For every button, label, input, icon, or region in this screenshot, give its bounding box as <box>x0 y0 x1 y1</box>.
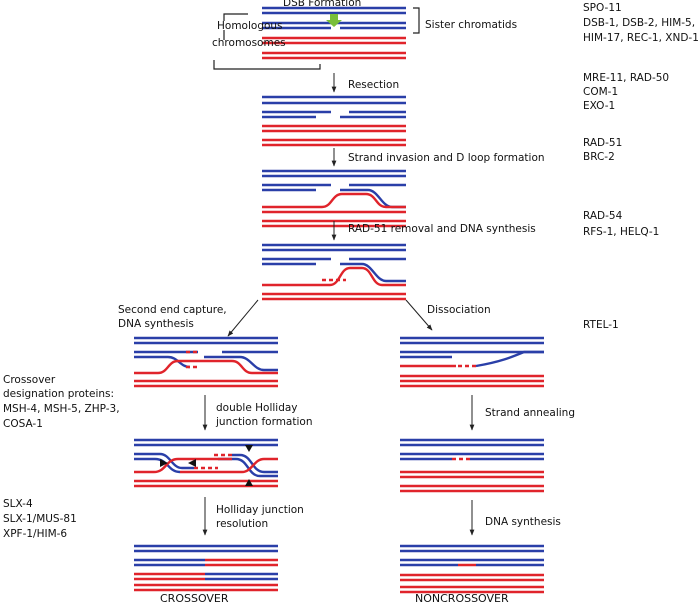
protein-brc2: BRC-2 <box>583 151 615 163</box>
protein-msh: MSH-4, MSH-5, ZHP-3, <box>3 403 120 415</box>
stage-strand-invasion <box>262 169 406 228</box>
arrow-branch-right <box>405 299 433 331</box>
protein-rad54: RAD-54 <box>583 210 623 222</box>
protein-xpf1: XPF-1/HIM-6 <box>3 528 67 540</box>
protein-cosa1: COSA-1 <box>3 418 43 430</box>
cleavage-arrow-left-1 <box>160 459 168 467</box>
protein-mre11: MRE-11, RAD-50 <box>583 72 669 84</box>
dhj-label-1: double Holliday <box>216 402 298 414</box>
homologous-bracket <box>213 13 321 70</box>
cleavage-arrowheads <box>160 445 253 486</box>
arrow-branch-left <box>227 299 259 337</box>
sister-bracket <box>413 7 420 34</box>
crossover-outcome-label: CROSSOVER <box>160 592 229 603</box>
cleavage-arrow-bottom <box>245 479 253 486</box>
cleavage-arrow-left-2 <box>188 459 196 467</box>
dissociation-label: Dissociation <box>427 304 491 316</box>
stage-crossover-product <box>134 544 278 592</box>
protein-rfs1: RFS-1, HELQ-1 <box>583 226 659 238</box>
dsb-formation-title: DSB Formation <box>283 0 361 9</box>
annealing-label: Strand annealing <box>485 407 575 419</box>
stage-strand-annealing <box>400 438 544 493</box>
protein-rtel1: RTEL-1 <box>583 319 619 331</box>
second-end-label-2: DNA synthesis <box>118 318 194 330</box>
resolution-label-1: Holliday junction <box>216 504 304 516</box>
protein-slx1: SLX-1/MUS-81 <box>3 513 77 525</box>
sister-chromatids-label: Sister chromatids <box>425 19 517 31</box>
stage-dissociation <box>400 336 544 388</box>
final-synthesis-label: DNA synthesis <box>485 516 561 528</box>
rad51-removal-label: RAD-51 removal and DNA synthesis <box>348 223 536 235</box>
protein-dsb-line-1: DSB-1, DSB-2, HIM-5, <box>583 17 695 29</box>
dsb-break-marker <box>326 14 342 27</box>
protein-com1: COM-1 <box>583 86 618 98</box>
resolution-label-2: resolution <box>216 518 268 530</box>
protein-rad51: RAD-51 <box>583 137 622 149</box>
crossover-designation-label-2: designation proteins: <box>3 388 114 400</box>
second-end-label-1: Second end capture, <box>118 304 227 316</box>
stage-resection <box>262 95 406 147</box>
cleavage-arrow-top <box>245 445 253 452</box>
protein-slx4: SLX-4 <box>3 498 33 510</box>
stage-double-holliday-junction <box>134 438 278 488</box>
stage-second-end-capture <box>134 336 278 388</box>
protein-exo1: EXO-1 <box>583 100 615 112</box>
noncrossover-outcome-label: NONCROSSOVER <box>415 592 509 603</box>
invasion-label: Strand invasion and D loop formation <box>348 152 545 164</box>
protein-dsb-line-2: HIM-17, REC-1, XND-1 <box>583 32 699 44</box>
homologous-label-2: chromosomes <box>212 37 286 49</box>
resection-label: Resection <box>348 79 399 91</box>
crossover-designation-label-1: Crossover <box>3 374 56 386</box>
protein-spo11: SPO-11 <box>583 2 622 14</box>
stage-noncrossover-product <box>400 544 544 594</box>
stage-dna-synthesis <box>262 243 406 301</box>
homologous-label-1: Homologous <box>217 20 283 32</box>
dhj-label-2: junction formation <box>215 416 312 428</box>
